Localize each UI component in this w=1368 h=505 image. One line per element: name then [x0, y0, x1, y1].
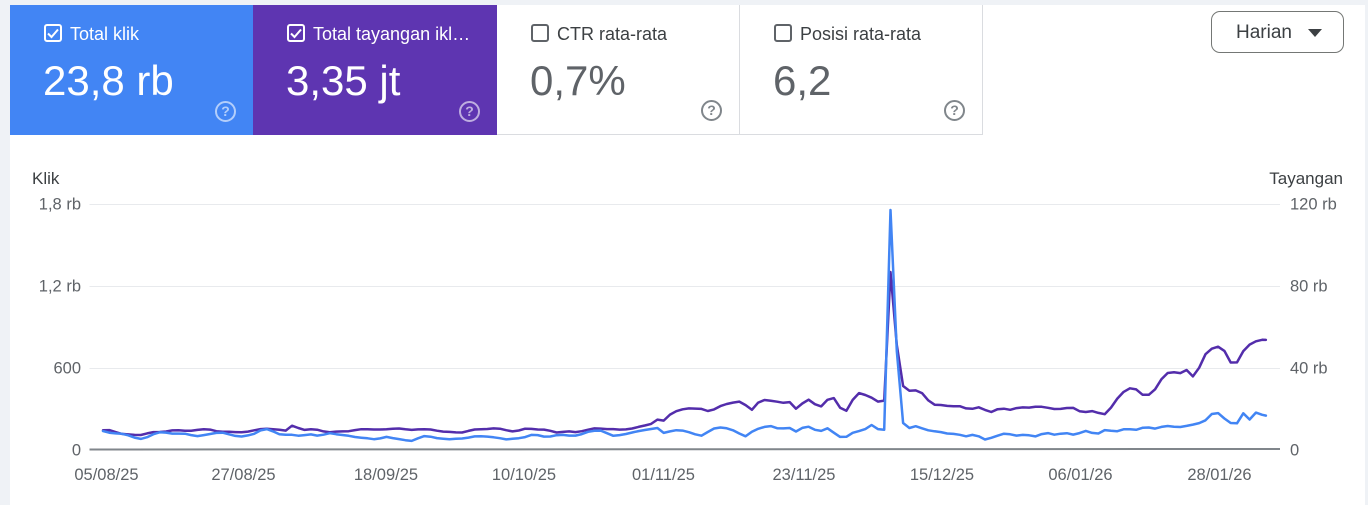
svg-text:28/01/26: 28/01/26	[1187, 466, 1251, 484]
svg-text:0: 0	[72, 442, 81, 460]
svg-text:01/11/25: 01/11/25	[632, 466, 695, 484]
svg-text:05/08/25: 05/08/25	[74, 466, 138, 484]
svg-text:80 rb: 80 rb	[1290, 278, 1328, 296]
svg-text:40 rb: 40 rb	[1290, 360, 1328, 378]
svg-text:Klik: Klik	[32, 169, 60, 188]
svg-text:120 rb: 120 rb	[1290, 196, 1337, 214]
svg-text:Tayangan: Tayangan	[1269, 169, 1343, 188]
svg-text:0: 0	[1290, 442, 1299, 460]
svg-text:600: 600	[53, 360, 81, 378]
svg-text:18/09/25: 18/09/25	[354, 466, 418, 484]
svg-text:15/12/25: 15/12/25	[910, 466, 974, 484]
svg-text:10/10/25: 10/10/25	[492, 466, 556, 484]
svg-text:23/11/25: 23/11/25	[772, 466, 835, 484]
svg-text:27/08/25: 27/08/25	[211, 466, 275, 484]
svg-text:06/01/26: 06/01/26	[1048, 466, 1112, 484]
svg-text:1,8 rb: 1,8 rb	[39, 196, 81, 214]
svg-text:1,2 rb: 1,2 rb	[39, 278, 81, 296]
